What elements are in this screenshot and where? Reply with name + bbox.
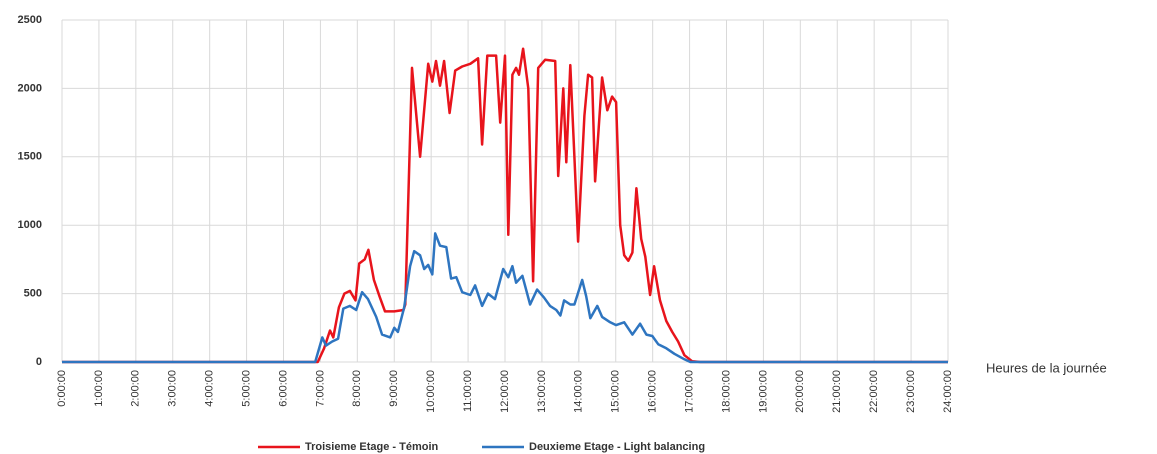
x-tick-label: 9:00:00: [388, 370, 400, 407]
x-tick-label: 11:00:00: [462, 370, 474, 412]
legend-label: Deuxieme Etage - Light balancing: [529, 441, 705, 453]
x-tick-label: 3:00:00: [167, 370, 179, 407]
x-tick-label: 17:00:00: [683, 370, 695, 413]
data-line: [62, 47, 948, 364]
y-tick-label: 2500: [18, 14, 42, 26]
x-axis-label: Heures de la journée: [986, 360, 1107, 375]
x-tick-label: 1:00:00: [93, 370, 105, 407]
x-tick-label: 2:00:00: [130, 370, 142, 407]
legend-label: Troisieme Etage - Témoin: [305, 441, 439, 453]
data-line: [62, 232, 948, 364]
x-tick-label: 5:00:00: [240, 370, 252, 407]
x-tick-label: 13:00:00: [536, 370, 548, 413]
x-tick-label: 6:00:00: [277, 370, 289, 407]
y-tick-label: 500: [24, 288, 42, 300]
x-tick-label: 10:00:00: [425, 370, 437, 413]
y-tick-label: 1500: [18, 151, 42, 163]
x-tick-label: 12:00:00: [499, 370, 511, 413]
x-tick-label: 15:00:00: [610, 370, 622, 413]
x-tick-label: 8:00:00: [351, 370, 363, 407]
x-tick-label: 23:00:00: [905, 370, 917, 413]
x-tick-label: 19:00:00: [757, 370, 769, 413]
x-tick-label: 18:00:00: [720, 370, 732, 413]
y-tick-label: 1000: [18, 219, 42, 231]
x-tick-label: 24:00:00: [942, 370, 954, 413]
x-tick-label: 0:00:00: [56, 370, 68, 407]
x-tick-label: 14:00:00: [573, 370, 585, 413]
x-tick-label: 7:00:00: [314, 370, 326, 407]
x-tick-label: 4:00:00: [204, 370, 216, 407]
y-tick-label: 2000: [18, 82, 42, 94]
x-tick-label: 16:00:00: [647, 370, 659, 413]
x-tick-label: 20:00:00: [794, 370, 806, 413]
y-tick-label: 0: [36, 356, 42, 368]
x-tick-label: 21:00:00: [831, 370, 843, 413]
x-tick-label: 22:00:00: [868, 370, 880, 413]
